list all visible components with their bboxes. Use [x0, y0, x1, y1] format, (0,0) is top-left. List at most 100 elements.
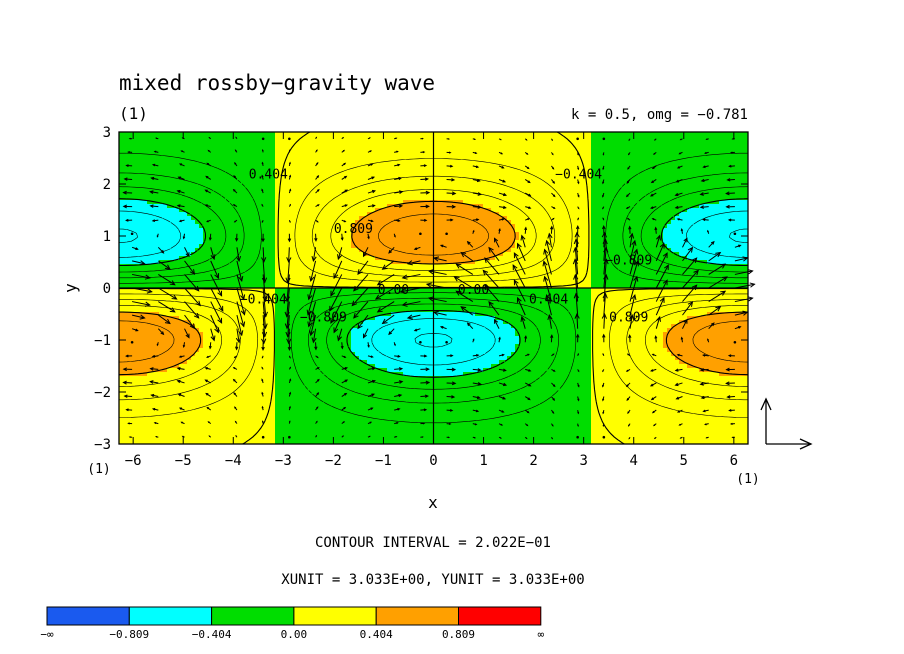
fill-cell [175, 348, 180, 353]
fill-cell [355, 188, 360, 193]
fill-cell [167, 424, 172, 429]
fill-cell [139, 164, 144, 169]
fill-cell [171, 404, 176, 409]
fill-cell [323, 244, 328, 249]
fill-cell [247, 284, 252, 289]
fill-cell [259, 424, 264, 429]
fill-cell [183, 216, 188, 221]
fill-cell [283, 292, 288, 297]
fill-cell [323, 248, 328, 253]
fill-cell [143, 348, 148, 353]
fill-cell [255, 268, 260, 273]
fill-cell [323, 192, 328, 197]
fill-cell [319, 168, 324, 173]
fill-cell [307, 340, 312, 345]
fill-cell [247, 216, 252, 221]
fill-cell [323, 160, 328, 165]
fill-cell [359, 352, 364, 357]
fill-cell [187, 392, 192, 397]
fill-cell [367, 284, 372, 289]
fill-cell [291, 132, 296, 137]
fill-cell [331, 212, 336, 217]
fill-cell [315, 192, 320, 197]
fill-cell [135, 368, 140, 373]
fill-cell [347, 212, 352, 217]
fill-cell [335, 340, 340, 345]
fill-cell [199, 420, 204, 425]
fill-cell [299, 324, 304, 329]
fill-cell [131, 328, 136, 333]
fill-cell [331, 360, 336, 365]
fill-cell [335, 212, 340, 217]
fill-cell [243, 392, 248, 397]
fill-cell [299, 196, 304, 201]
fill-cell [303, 132, 308, 137]
fill-cell [299, 160, 304, 165]
fill-cell [303, 384, 308, 389]
fill-cell [163, 148, 168, 153]
fill-cell [251, 360, 256, 365]
fill-cell [363, 184, 368, 189]
fill-cell [155, 372, 160, 377]
fill-cell [127, 232, 132, 237]
fill-cell [207, 428, 212, 433]
fill-cell [283, 364, 288, 369]
fill-cell [123, 356, 128, 361]
fill-cell [251, 236, 256, 241]
fill-cell [291, 348, 296, 353]
fill-cell [151, 164, 156, 169]
fill-cell [283, 384, 288, 389]
fill-cell [235, 376, 240, 381]
fill-cell [311, 368, 316, 373]
fill-cell [343, 332, 348, 337]
fill-cell [275, 392, 280, 397]
fill-cell [267, 276, 272, 281]
fill-cell [259, 348, 264, 353]
fill-cell [355, 352, 360, 357]
fill-cell [199, 404, 204, 409]
fill-cell [167, 148, 172, 153]
fill-cell [127, 304, 132, 309]
fill-cell [323, 396, 328, 401]
fill-cell [363, 308, 368, 313]
fill-cell [243, 424, 248, 429]
fill-cell [203, 296, 208, 301]
fill-cell [195, 220, 200, 225]
fill-cell [295, 264, 300, 269]
fill-cell [291, 172, 296, 177]
fill-cell [207, 144, 212, 149]
fill-cell [355, 252, 360, 257]
fill-cell [275, 424, 280, 429]
fill-cell [315, 256, 320, 261]
fill-cell [139, 248, 144, 253]
fill-cell [175, 208, 180, 213]
fill-cell [167, 364, 172, 369]
fill-cell [195, 428, 200, 433]
fill-cell [223, 312, 228, 317]
fill-cell [331, 176, 336, 181]
fill-cell [207, 312, 212, 317]
fill-cell [323, 400, 328, 405]
fill-cell [179, 392, 184, 397]
fill-cell [243, 320, 248, 325]
fill-cell [171, 164, 176, 169]
fill-cell [155, 276, 160, 281]
fill-cell [227, 204, 232, 209]
fill-cell [163, 216, 168, 221]
fill-cell [147, 264, 152, 269]
fill-cell [251, 436, 256, 441]
fill-cell [151, 408, 156, 413]
fill-cell [127, 364, 132, 369]
fill-cell [363, 360, 368, 365]
fill-cell [191, 256, 196, 261]
fill-cell [367, 336, 372, 341]
fill-cell [155, 392, 160, 397]
fill-cell [179, 344, 184, 349]
fill-cell [363, 208, 368, 213]
fill-cell [215, 292, 220, 297]
fill-cell [199, 364, 204, 369]
fill-cell [359, 272, 364, 277]
fill-cell [255, 264, 260, 269]
fill-cell [235, 172, 240, 177]
fill-cell [175, 236, 180, 241]
